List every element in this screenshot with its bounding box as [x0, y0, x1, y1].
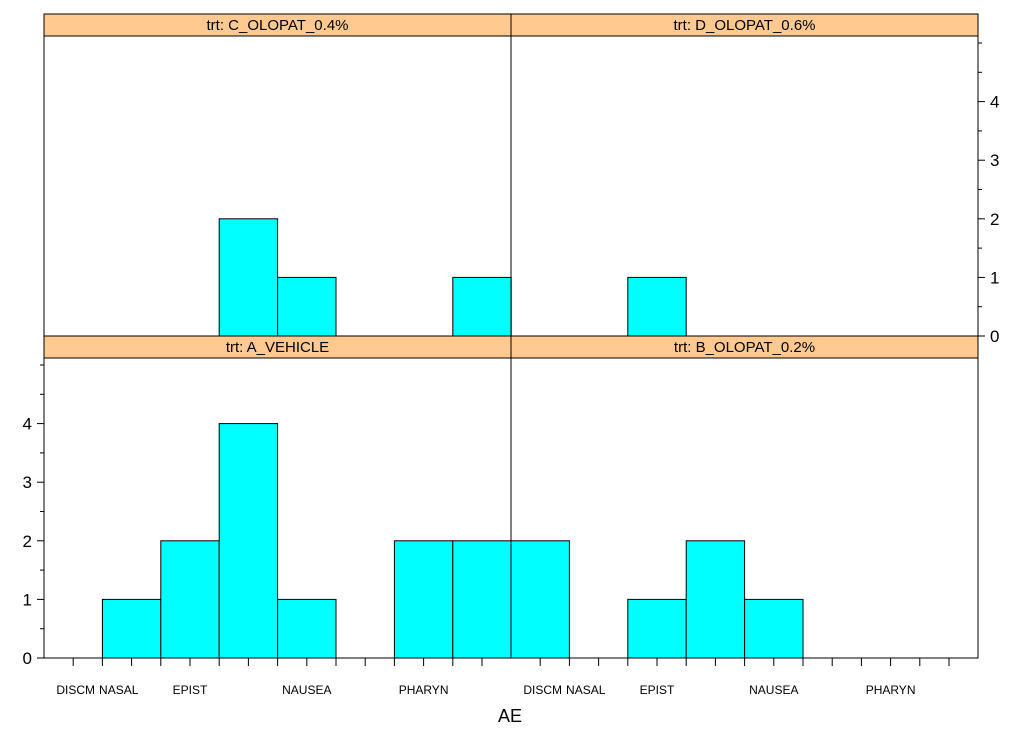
panel-strip-label: trt: C_OLOPAT_0.4% — [207, 17, 349, 34]
x-tick-label: EPIST — [173, 683, 208, 697]
panel-2: trt: D_OLOPAT_0.6% — [510, 13, 979, 337]
histogram-bar — [452, 540, 512, 659]
y-tick-label: 3 — [990, 151, 999, 170]
x-tick-label: DISCM — [523, 683, 562, 697]
histogram-bar — [627, 276, 687, 337]
histogram-bar — [277, 598, 337, 659]
histogram-bar — [393, 540, 454, 659]
panel-4: trt: B_OLOPAT_0.2% — [510, 335, 979, 659]
y-tick-label: 3 — [23, 473, 32, 492]
histogram-bar — [744, 598, 804, 659]
histogram-bar — [452, 276, 512, 337]
panel-3: trt: A_VEHICLE — [43, 335, 512, 659]
y-tick-label: 2 — [23, 532, 32, 551]
histogram-bar — [218, 218, 279, 337]
panel-strip-label: trt: B_OLOPAT_0.2% — [674, 339, 815, 356]
panel-frame — [510, 35, 979, 337]
x-tick-label: DISCM — [56, 683, 95, 697]
panel-strip-label: trt: A_VEHICLE — [226, 339, 329, 356]
y-tick-label: 1 — [23, 590, 32, 609]
x-tick-label: EPIST — [640, 683, 675, 697]
histogram-bar — [685, 540, 746, 659]
x-tick-label: NASAL — [566, 683, 606, 697]
x-tick-label: NASAL — [99, 683, 139, 697]
histogram-bar — [218, 423, 279, 659]
y-axis-right: 0 1 2 3 4 — [978, 42, 999, 346]
x-axis: DISCM NASAL EPIST NAUSEA PHARYN DISCM NASAL EPI… — [56, 658, 950, 697]
y-tick-label: 1 — [990, 268, 999, 287]
x-tick-label: NAUSEA — [282, 683, 331, 697]
histogram-bar — [277, 276, 337, 337]
y-tick-label: 4 — [23, 415, 32, 434]
histogram-bar — [160, 540, 220, 659]
panel-strip-label: trt: D_OLOPAT_0.6% — [674, 17, 816, 34]
x-tick-label: PHARYN — [866, 683, 916, 697]
y-tick-label: 4 — [990, 93, 999, 112]
panel-1: trt: C_OLOPAT_0.4% — [43, 13, 512, 337]
y-tick-label: 2 — [990, 210, 999, 229]
y-axis-left: 0 1 2 3 4 — [23, 364, 44, 668]
y-tick-label: 0 — [990, 327, 999, 346]
histogram-bar — [510, 540, 570, 659]
histogram-bar — [627, 598, 687, 659]
x-axis-title: AE — [498, 706, 522, 726]
y-tick-label: 0 — [23, 649, 32, 668]
x-tick-label: NAUSEA — [749, 683, 798, 697]
histogram-bar — [101, 598, 162, 659]
x-tick-label: PHARYN — [399, 683, 449, 697]
